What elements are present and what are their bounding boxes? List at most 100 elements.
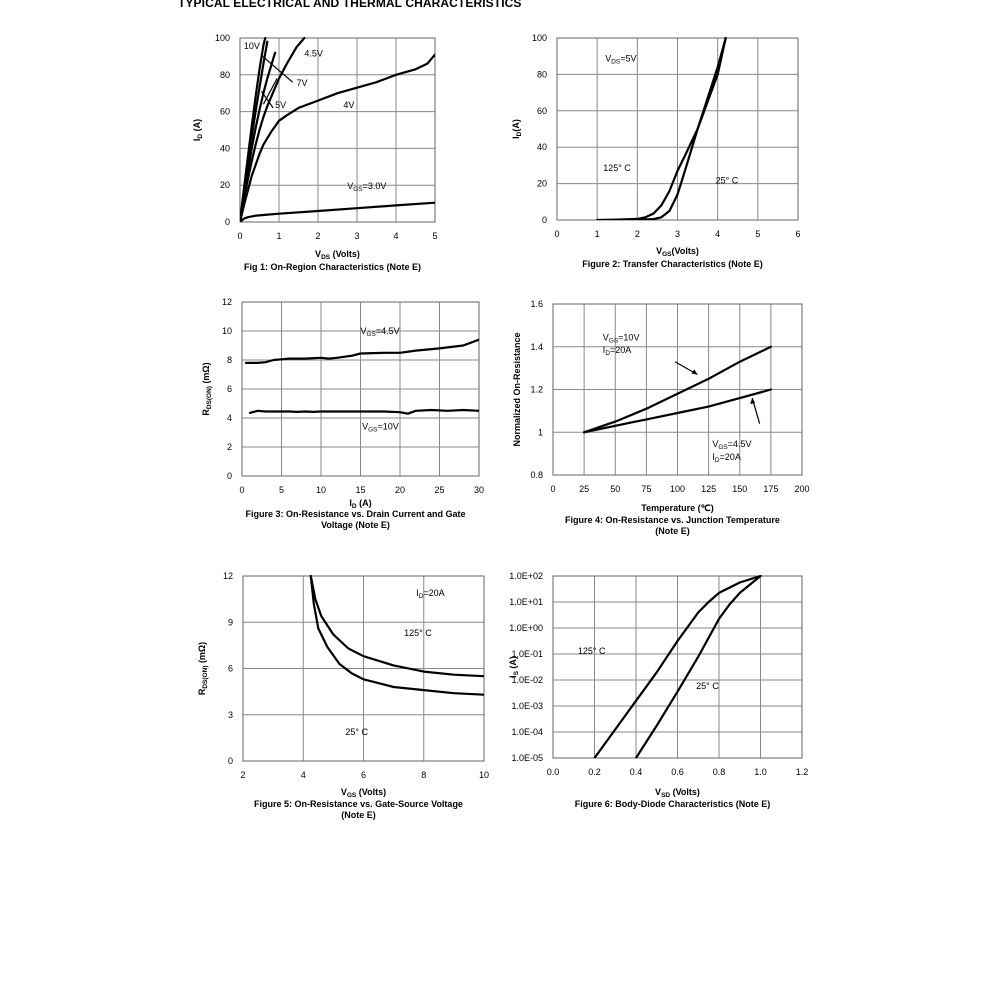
chart-caption: Fig 1: On-Region Characteristics (Note E… [244, 262, 421, 272]
y-tick-label: 12 [222, 297, 232, 307]
chart-fig4-ron-vs-temp: 0 25 50 75 100 125 150 175 200 0.8 1 1.2 1.4 1.6 VGS=1… [512, 299, 810, 536]
x-tick-label: 4 [393, 231, 398, 241]
series-line-fig4-1 [582, 388, 772, 434]
annotation-label: 125° C [578, 646, 606, 656]
x-tick-label: 3 [354, 231, 359, 241]
x-tick-label: 2 [315, 231, 320, 241]
x-tick-label: 50 [610, 484, 620, 494]
series-line-fig4-0 [582, 345, 772, 434]
x-tick-label: 0 [239, 485, 244, 495]
pointer-arrow [262, 78, 278, 105]
y-tick-label: 80 [220, 70, 230, 80]
x-tick-label: 0 [554, 229, 559, 239]
x-tick-label: 0 [550, 484, 555, 494]
plot-frame [241, 301, 480, 477]
x-tick-label: 3 [675, 229, 680, 239]
x-tick-label: 0 [237, 231, 242, 241]
series-line-fig2-1 [616, 37, 727, 220]
y-tick-label: 0.8 [530, 470, 543, 480]
x-tick-label: 0.4 [630, 767, 643, 777]
series-line-fig1-3 [240, 37, 306, 222]
y-axis-label: Normalized On-Resistance [512, 332, 522, 446]
y-axis-label: RDS(ON) (mΩ) [201, 362, 213, 415]
y-tick-label: 12 [223, 571, 233, 581]
x-tick-label: 5 [279, 485, 284, 495]
series-line-fig6-0 [593, 575, 762, 758]
y-tick-label: 1.6 [530, 299, 543, 309]
y-tick-label: 6 [228, 664, 233, 674]
chart-caption: Figure 3: On-Resistance vs. Drain Curren… [245, 509, 465, 519]
annotation-label: 25° C [716, 176, 739, 186]
y-tick-label: 40 [220, 143, 230, 153]
y-tick-label: 60 [537, 106, 547, 116]
y-tick-label: 4 [227, 413, 232, 423]
chart-caption: Voltage (Note E) [321, 520, 390, 530]
y-axis-label: ID (A) [192, 119, 204, 141]
y-tick-label: 0 [225, 217, 230, 227]
y-tick-label: 100 [532, 33, 547, 43]
plot-frame [552, 303, 803, 476]
y-tick-label: 1.0E-02 [511, 675, 543, 685]
chart-caption: Figure 6: Body-Diode Characteristics (No… [575, 799, 771, 809]
x-tick-label: 200 [794, 484, 809, 494]
annotation-label: 4.5V [304, 48, 323, 58]
x-tick-label: 20 [395, 485, 405, 495]
y-tick-label: 1.0E-03 [511, 701, 543, 711]
y-axis-label: RDS(ON) (mΩ) [197, 642, 209, 695]
x-tick-label: 5 [755, 229, 760, 239]
x-tick-label: 10 [479, 770, 489, 780]
chart-fig1-on-region: 0 1 2 3 4 5 0 20 40 60 80 100 10V 4.5V 7V 5V 4V VGS=3.0V V… [192, 33, 438, 272]
x-tick-label: 8 [421, 770, 426, 780]
annotation-label: VGS=10V [603, 332, 640, 344]
x-axis-label: VGS(Volts) [656, 246, 699, 258]
chart-caption: Figure 2: Transfer Characteristics (Note… [582, 259, 763, 269]
y-tick-label: 1.0E-01 [511, 649, 543, 659]
chart-caption: (Note E) [655, 526, 690, 536]
plot-frame [239, 37, 436, 223]
annotation-label: 25° C [345, 727, 368, 737]
y-tick-label: 0 [228, 756, 233, 766]
annotation-label: VGS=4.5V [712, 439, 751, 451]
x-tick-label: 0.0 [547, 767, 560, 777]
x-tick-label: 75 [641, 484, 651, 494]
x-tick-label: 10 [316, 485, 326, 495]
chart-fig6-body-diode: 0.0 0.2 0.4 0.6 0.8 1.0 1.2 1.0E-05 1.0E-04 1.0E-… [508, 571, 808, 809]
y-tick-label: 1.0E+00 [509, 623, 543, 633]
annotation-label: VGS=3.0V [347, 181, 386, 193]
annotation-label: ID=20A [416, 588, 444, 600]
y-tick-label: 1.2 [530, 385, 543, 395]
x-tick-label: 1 [276, 231, 281, 241]
series-line-fig5-1 [309, 575, 484, 696]
annotation-label: ID=20A [603, 345, 631, 357]
y-tick-label: 1.0E-04 [511, 727, 543, 737]
x-axis-label: VSD (Volts) [655, 787, 700, 799]
x-tick-label: 6 [361, 770, 366, 780]
y-tick-label: 2 [227, 442, 232, 452]
x-tick-label: 1.0 [754, 767, 767, 777]
chart-fig5-ron-vs-vgs: 2 4 6 8 10 0 3 6 9 12 ID=20A 125° C 25° C VGS (Volts)… [197, 571, 489, 820]
y-tick-label: 10 [222, 326, 232, 336]
x-tick-label: 2 [635, 229, 640, 239]
x-tick-label: 30 [474, 485, 484, 495]
annotation-label: 4V [343, 100, 354, 110]
x-tick-label: 125 [701, 484, 716, 494]
series-line-fig1-4 [240, 53, 435, 222]
arrow-head [691, 369, 698, 375]
x-tick-label: 1 [595, 229, 600, 239]
annotation-label: 10V [244, 41, 260, 51]
series-line-fig3-1 [248, 408, 479, 415]
y-tick-label: 0 [542, 215, 547, 225]
annotation-label: VDS=5V [605, 54, 636, 66]
series-line-fig5-0 [309, 575, 484, 678]
y-tick-label: 3 [228, 710, 233, 720]
annotation-label: 7V [297, 78, 308, 88]
x-tick-label: 5 [432, 231, 437, 241]
chart-caption: Figure 4: On-Resistance vs. Junction Tem… [565, 515, 780, 525]
annotation-label: 125° C [404, 628, 432, 638]
y-tick-label: 1.0E+01 [509, 597, 543, 607]
series-line-fig1-5 [240, 201, 435, 222]
y-tick-label: 40 [537, 142, 547, 152]
x-tick-label: 25 [579, 484, 589, 494]
y-tick-label: 1 [538, 427, 543, 437]
